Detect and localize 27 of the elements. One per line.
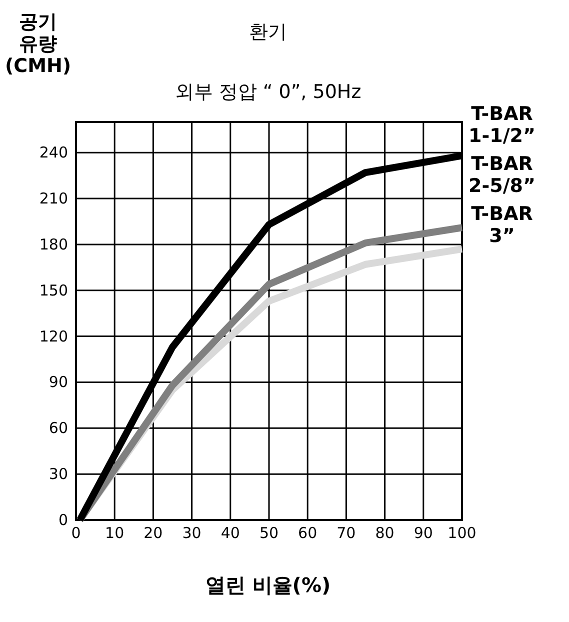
x-tick-label: 90 (414, 524, 433, 542)
y-tick-label: 210 (39, 190, 68, 208)
x-tick-label: 80 (375, 524, 394, 542)
x-tick-label: 70 (336, 524, 356, 542)
x-tick-label: 100 (448, 524, 476, 542)
series-label: T-BAR 2-5/8” (468, 153, 536, 197)
x-axis-title: 열린 비율(%) (205, 573, 331, 597)
chart-subtitle: 외부 정압 “ 0”, 50Hz (174, 81, 362, 103)
y-tick-label: 60 (48, 419, 68, 438)
y-tick-label: 0 (58, 511, 68, 529)
x-tick-label: 40 (220, 524, 240, 542)
x-tick-label: 0 (71, 524, 81, 542)
series-label: T-BAR 3” (471, 203, 534, 247)
y-tick-label: 120 (39, 327, 68, 346)
y-tick-label: 30 (48, 465, 68, 484)
y-tick-label: 150 (39, 281, 68, 300)
y-axis-title: 공기 유량 (CMH) (4, 11, 72, 77)
chart-title: 환기 (249, 21, 287, 43)
y-tick-label: 90 (48, 373, 68, 392)
x-tick-label: 50 (259, 524, 279, 542)
y-tick-label: 240 (39, 144, 68, 162)
x-tick-label: 30 (182, 524, 202, 542)
series-label: T-BAR 1-1/2” (468, 103, 536, 147)
y-tick-label: 180 (39, 235, 68, 254)
x-tick-label: 10 (105, 524, 124, 542)
x-tick-label: 60 (298, 524, 318, 542)
x-tick-label: 20 (144, 524, 163, 542)
